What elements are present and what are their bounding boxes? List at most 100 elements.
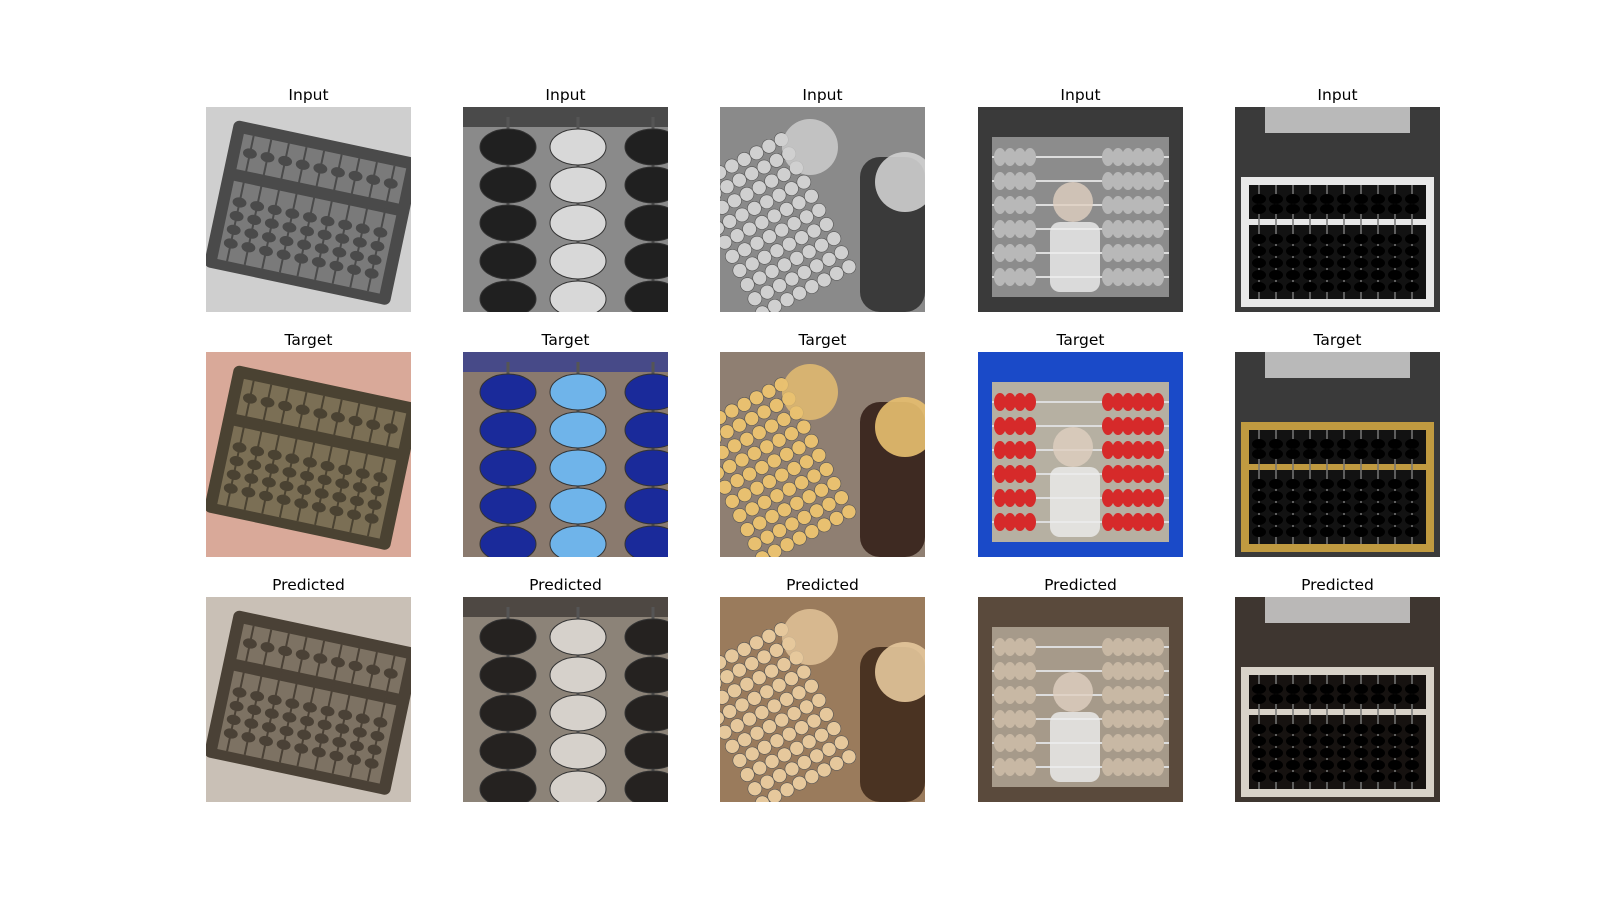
child-face <box>782 119 838 175</box>
frame-top <box>978 597 1183 627</box>
input-panel: Input <box>463 84 668 312</box>
bead <box>479 770 537 802</box>
child-face <box>1053 427 1093 467</box>
child-face <box>1053 182 1093 222</box>
bead <box>549 770 607 802</box>
target-title: Target <box>284 331 333 349</box>
bead <box>624 770 668 802</box>
target-panel: Target <box>206 329 411 557</box>
top-bar <box>463 107 668 127</box>
bead <box>549 242 607 280</box>
counting-frame <box>720 622 857 802</box>
book-top <box>1265 107 1410 133</box>
input-title: Input <box>545 86 586 104</box>
bead <box>479 204 537 242</box>
bead <box>549 656 607 694</box>
bead <box>624 128 668 166</box>
bead <box>549 618 607 656</box>
child-head <box>875 397 925 457</box>
bead <box>624 242 668 280</box>
abacus-body <box>206 120 411 305</box>
counting-frame <box>720 132 857 312</box>
book-top <box>1265 597 1410 623</box>
large-bead-column-outdoor-predicted-image <box>463 597 668 802</box>
frame-top <box>978 107 1183 137</box>
predicted-panel: Predicted <box>978 574 1183 802</box>
target-title: Target <box>1313 331 1362 349</box>
predicted-title: Predicted <box>529 576 602 594</box>
bead <box>479 694 537 732</box>
large-bead-column-outdoor-target-image <box>463 352 668 557</box>
wooden-abacus-held-in-hand-predicted-image <box>206 597 411 802</box>
bead <box>624 525 668 557</box>
toddler-with-counting-frame-target-image <box>720 352 925 557</box>
bead <box>479 373 537 411</box>
child-body <box>1050 712 1100 782</box>
bead <box>549 487 607 525</box>
bead <box>479 242 537 280</box>
bead <box>624 732 668 770</box>
bead <box>479 411 537 449</box>
black-bead-abacus-frame-target-image <box>1235 352 1440 557</box>
bead <box>549 411 607 449</box>
child-behind-toy-abacus-predicted-image <box>978 597 1183 802</box>
bead <box>624 487 668 525</box>
bead <box>479 618 537 656</box>
bead <box>549 732 607 770</box>
bead <box>549 694 607 732</box>
predicted-panel: Predicted <box>463 574 668 802</box>
input-panel: Input <box>1235 84 1440 312</box>
target-panel: Target <box>720 329 925 557</box>
predicted-panel: Predicted <box>1235 574 1440 802</box>
wooden-abacus-held-in-hand-target-image <box>206 352 411 557</box>
bead <box>549 280 607 312</box>
bead <box>549 128 607 166</box>
top-bar <box>463 352 668 372</box>
bead <box>624 411 668 449</box>
input-title: Input <box>288 86 329 104</box>
target-panel: Target <box>463 329 668 557</box>
predicted-panel: Predicted <box>206 574 411 802</box>
target-panel: Target <box>1235 329 1440 557</box>
target-panel: Target <box>978 329 1183 557</box>
bead <box>479 732 537 770</box>
top-bar <box>463 597 668 617</box>
input-title: Input <box>802 86 843 104</box>
toddler-with-counting-frame-input-image <box>720 107 925 312</box>
child-face <box>782 609 838 665</box>
bead <box>624 166 668 204</box>
child-body <box>1050 467 1100 537</box>
bead <box>624 656 668 694</box>
bead <box>479 449 537 487</box>
input-title: Input <box>1060 86 1101 104</box>
target-title: Target <box>541 331 590 349</box>
large-bead-column-outdoor-input-image <box>463 107 668 312</box>
child-body <box>1050 222 1100 292</box>
child-face <box>1053 672 1093 712</box>
child-head <box>875 152 925 212</box>
bead <box>549 373 607 411</box>
frame-top <box>978 352 1183 382</box>
predicted-title: Predicted <box>786 576 859 594</box>
predicted-title: Predicted <box>1044 576 1117 594</box>
black-bead-abacus-frame-predicted-image <box>1235 597 1440 802</box>
bead <box>479 280 537 312</box>
child-face <box>782 364 838 420</box>
bead <box>549 166 607 204</box>
bead <box>624 618 668 656</box>
abacus-body <box>206 610 411 795</box>
input-title: Input <box>1317 86 1358 104</box>
predicted-title: Predicted <box>1301 576 1374 594</box>
wooden-abacus-held-in-hand-input-image <box>206 107 411 312</box>
bead <box>549 204 607 242</box>
bead <box>624 280 668 312</box>
bead <box>624 449 668 487</box>
target-title: Target <box>1056 331 1105 349</box>
bead <box>479 166 537 204</box>
input-panel: Input <box>720 84 925 312</box>
black-bead-abacus-frame-input-image <box>1235 107 1440 312</box>
bead <box>479 128 537 166</box>
predicted-title: Predicted <box>272 576 345 594</box>
abacus-body <box>206 365 411 550</box>
